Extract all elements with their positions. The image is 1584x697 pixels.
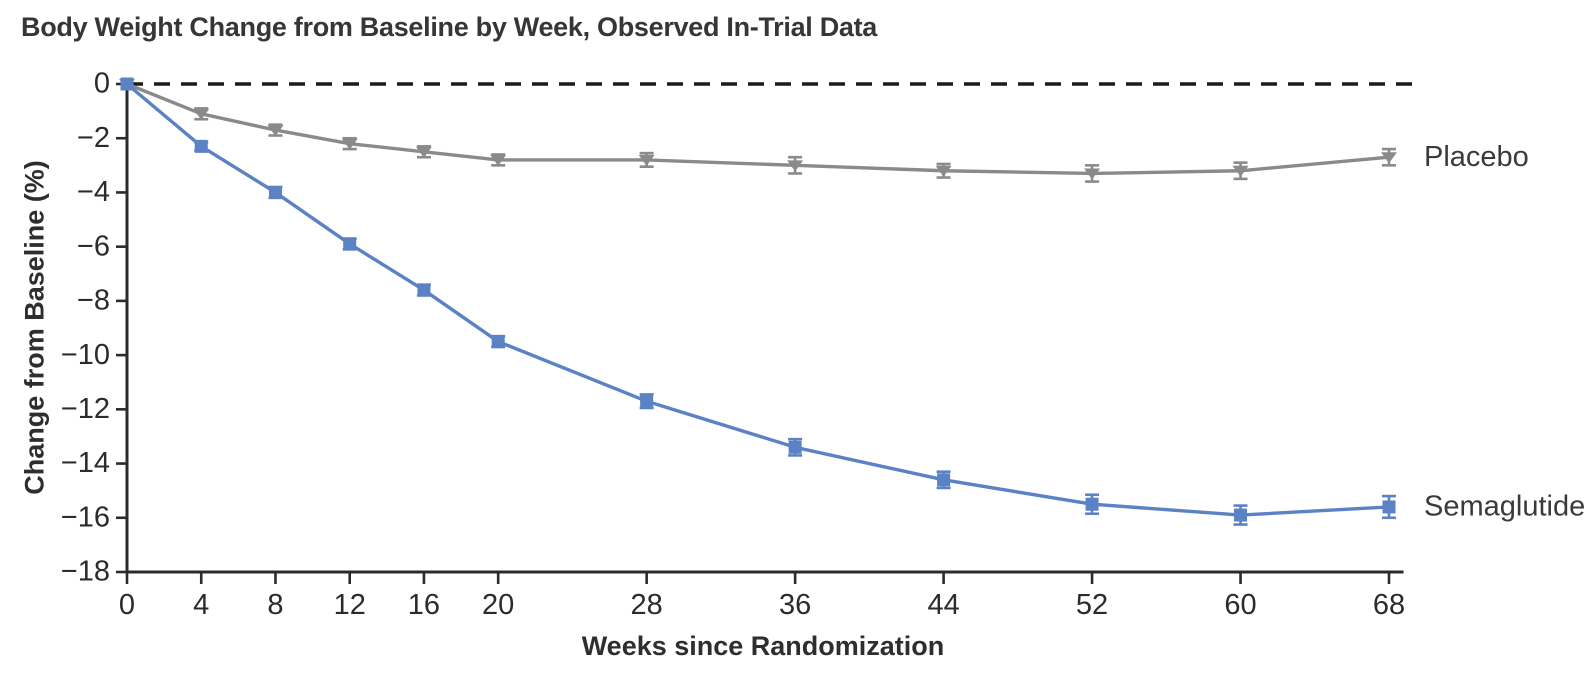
x-tick-group: 0 4 8 12 16 20 28 36 44 52 60 68 [119,572,1405,621]
y-tick-label: −8 [77,285,110,317]
x-tick-label: 28 [631,589,663,621]
data-point-marker [417,283,431,297]
x-tick-label: 12 [334,589,366,621]
chart-title: Body Weight Change from Baseline by Week… [21,12,878,42]
x-tick-label: 4 [193,589,209,621]
y-tick-label: −6 [77,230,110,262]
y-tick-label: −18 [61,556,110,588]
data-point-marker [120,77,134,91]
y-tick-label: 0 [94,68,110,100]
series-line [126,82,1390,176]
data-point-marker [1085,497,1099,511]
data-point-marker [1382,500,1396,514]
x-tick-label: 20 [482,589,514,621]
data-point-marker [491,335,505,349]
data-point-marker [788,440,802,454]
data-point-marker [194,139,208,153]
placebo-label: Placebo [1424,141,1529,173]
data-point-marker [268,185,282,199]
data-point-marker [935,165,952,177]
data-point-marker [193,108,210,120]
y-tick-label: −10 [61,339,110,371]
data-point-marker [1234,508,1248,522]
data-point-marker [1381,152,1397,164]
y-tick-label: −16 [61,501,110,533]
y-tick-label: −14 [61,447,110,479]
series-line [125,82,1390,517]
y-tick-group: 0 −2 −4 −6 −8 −10 −12 −14 −16 −18 [61,68,127,588]
x-tick-label: 52 [1076,589,1108,621]
x-tick-label: 36 [779,589,811,621]
placebo-series: Placebo [119,79,1529,183]
data-point-marker [1232,165,1249,177]
data-point-marker [640,394,654,408]
data-point-marker [787,160,804,172]
data-point-marker [343,237,357,251]
y-axis-title: Change from Baseline (%) [19,160,50,495]
data-point-marker [937,473,951,487]
data-point-marker [1084,168,1101,180]
y-tick-label: −2 [77,122,110,154]
x-tick-label: 44 [927,589,959,621]
y-tick-label: −4 [77,176,110,208]
x-tick-label: 60 [1224,589,1256,621]
semaglutide-label: Semaglutide [1424,491,1584,523]
x-tick-label: 68 [1373,589,1405,621]
data-point-marker [341,138,358,150]
x-axis-title: Weeks since Randomization [581,631,945,661]
semaglutide-series: Semaglutide [120,77,1584,526]
x-tick-label: 0 [119,589,135,621]
axes [125,82,1404,574]
data-point-marker [415,146,432,158]
x-tick-label: 8 [267,589,283,621]
data-point-marker [267,125,284,137]
y-tick-label: −12 [61,393,110,425]
data-point-marker [638,154,655,166]
data-point-marker [490,154,507,166]
x-tick-label: 16 [408,589,440,621]
